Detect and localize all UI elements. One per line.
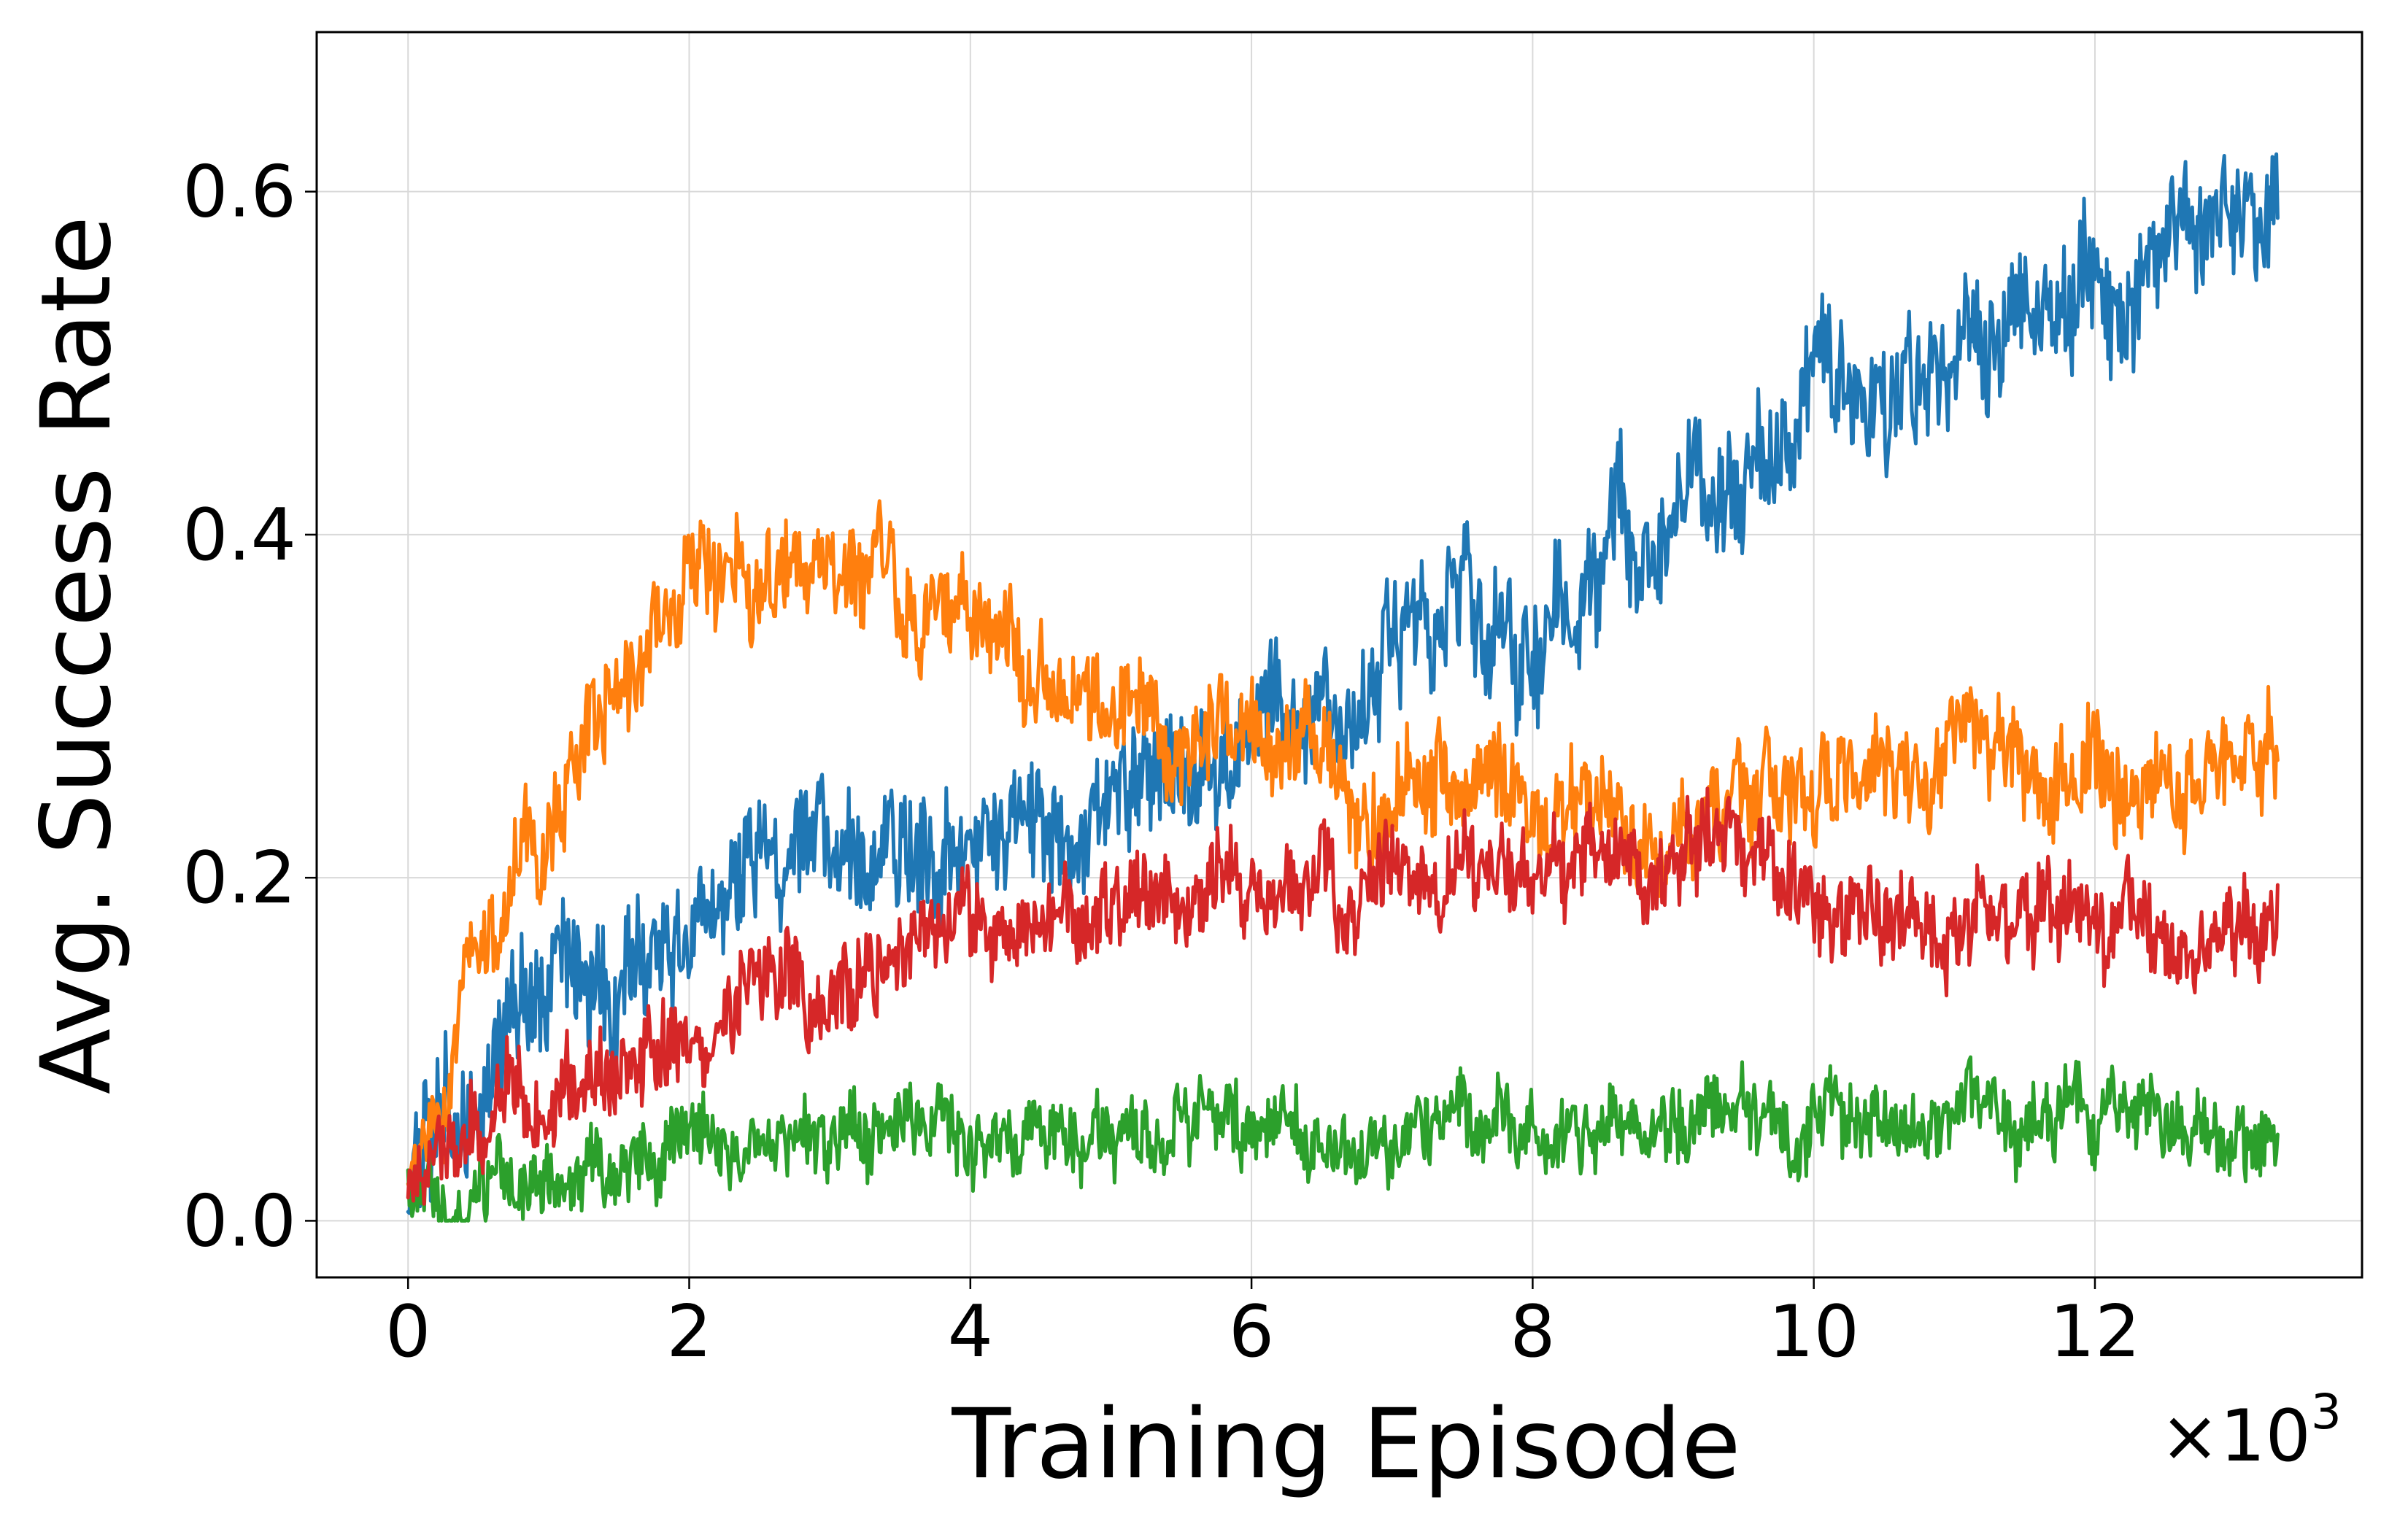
- series-line-3: [406, 1055, 2280, 1223]
- x-multiplier-base: ×10: [2160, 1395, 2311, 1478]
- x-tick-label: 10: [1768, 1291, 1859, 1374]
- x-axis-multiplier: ×103: [2160, 1384, 2342, 1478]
- x-tick-label: 4: [948, 1291, 993, 1374]
- y-tick-label: 0.4: [182, 494, 296, 577]
- x-tick-label: 12: [2050, 1291, 2141, 1374]
- ticks: 0 2 4 6 8 10 12 0.0 0.2 0.4 0.6: [182, 151, 2140, 1374]
- x-tick-label: 0: [385, 1291, 431, 1374]
- y-tick-label: 0.6: [182, 151, 296, 234]
- y-tick-label: 0.2: [182, 837, 296, 920]
- x-axis-label: Training Episode: [951, 1388, 1740, 1501]
- plot-frame: [315, 31, 2363, 1279]
- y-axis-label: Avg. Success Rate: [20, 216, 133, 1094]
- x-tick-label: 2: [666, 1291, 711, 1374]
- x-multiplier-exponent: 3: [2311, 1384, 2342, 1440]
- series-line-2: [406, 499, 2280, 1201]
- series-line-4: [406, 786, 2280, 1206]
- x-tick-label: 6: [1229, 1291, 1274, 1374]
- x-tick-label: 8: [1510, 1291, 1555, 1374]
- series-group: [406, 152, 2280, 1223]
- y-tick-label: 0.0: [182, 1180, 296, 1263]
